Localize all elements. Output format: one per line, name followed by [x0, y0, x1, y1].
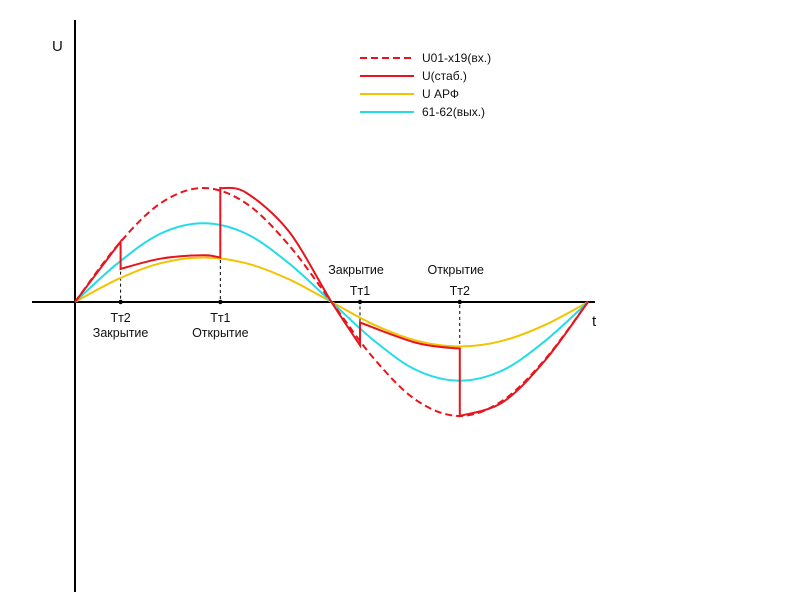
- axes: U t: [32, 20, 597, 592]
- marker-label-2: Тт1: [350, 284, 370, 298]
- legend-label-1: U(стаб.): [422, 69, 467, 83]
- marker-label-1: Тт1: [210, 311, 230, 325]
- marker-top-3: Открытие: [427, 263, 484, 277]
- marker-label-0: Тт2: [110, 311, 130, 325]
- legend-label-0: U01-x19(вх.): [422, 51, 491, 65]
- marker-group: Тт2ЗакрытиеТт1ОткрытиеЗакрытиеТт1Открыти…: [93, 188, 484, 416]
- y-axis-label: U: [52, 38, 63, 55]
- marker-top-2: Закрытие: [328, 263, 384, 277]
- marker-dot-3: [457, 299, 462, 305]
- marker-label-3: Тт2: [450, 284, 470, 298]
- marker-note-0: Закрытие: [93, 326, 149, 340]
- marker-note-1: Открытие: [192, 326, 249, 340]
- legend-label-3: 61-62(вых.): [422, 105, 485, 119]
- marker-dot-2: [357, 299, 363, 305]
- x-axis-label: t: [592, 313, 597, 330]
- legend: U01-x19(вх.) U(стаб.) U АРФ 61-62(вых.): [360, 51, 491, 119]
- legend-label-2: U АРФ: [422, 87, 459, 101]
- marker-dot-0: [118, 299, 123, 305]
- series-group: [74, 186, 589, 418]
- series-line-1: [74, 186, 589, 418]
- marker-dot-1: [218, 299, 223, 305]
